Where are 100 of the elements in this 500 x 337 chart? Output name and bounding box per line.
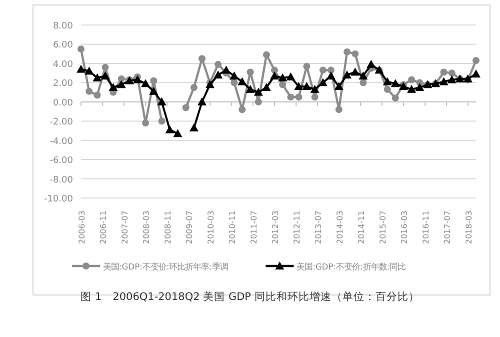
y-tick-label: 8.00 — [52, 22, 74, 32]
legend-label: 美国:GDP:不变价:环比折年率:季调 — [103, 262, 228, 272]
y-tick-label: -2.00 — [50, 118, 74, 128]
point — [303, 62, 310, 70]
point — [78, 46, 84, 53]
point — [440, 68, 448, 76]
point — [262, 82, 271, 91]
point — [86, 88, 93, 95]
x-tick-label: 2012-11 — [292, 210, 302, 244]
x-tick-label: 2015-07 — [378, 210, 388, 244]
point — [173, 129, 182, 138]
point — [407, 84, 416, 93]
point — [149, 86, 158, 95]
point — [214, 60, 222, 68]
point — [382, 77, 392, 86]
point — [254, 88, 263, 96]
text: 图 1 2006Q1-2018Q2 美国 GDP 同比和环比增速（单位：百分比） — [80, 290, 420, 303]
x-tick-label: 2007-07 — [120, 210, 130, 244]
point — [390, 79, 400, 88]
point — [132, 75, 142, 84]
y-tick-label: 4.00 — [52, 60, 74, 70]
point — [472, 70, 480, 78]
point — [360, 79, 367, 86]
point — [102, 64, 109, 71]
x-tick-label: 2010-11 — [228, 210, 238, 244]
point — [165, 125, 174, 134]
point — [222, 66, 231, 74]
point — [158, 118, 166, 125]
point — [310, 84, 320, 93]
point — [311, 94, 318, 101]
x-tick-label: 2010-03 — [206, 210, 216, 244]
point — [118, 75, 125, 82]
point — [327, 66, 334, 74]
x-tick-label: 2014-03 — [335, 210, 344, 244]
y-tick-label: -6.00 — [50, 156, 74, 166]
x-tick-label: 2006-11 — [99, 210, 108, 244]
point — [150, 77, 158, 84]
point — [344, 48, 351, 56]
point — [472, 57, 480, 64]
point — [319, 66, 326, 74]
point — [352, 50, 359, 58]
point — [189, 123, 198, 132]
point — [334, 82, 344, 90]
y-tick-label: 2.00 — [52, 79, 74, 90]
point — [342, 70, 352, 78]
point — [302, 82, 312, 90]
point — [84, 66, 94, 75]
x-tick-label: 2012-03 — [270, 210, 280, 244]
point — [286, 72, 296, 80]
point — [230, 79, 238, 86]
point — [415, 82, 424, 91]
point — [157, 97, 166, 106]
point — [447, 75, 456, 84]
point — [294, 82, 304, 90]
x-tick-label: 2011-07 — [249, 210, 258, 244]
point — [408, 76, 416, 84]
point — [246, 84, 255, 93]
point — [448, 70, 456, 77]
point — [270, 71, 279, 80]
y-tick-label: 6.00 — [52, 40, 74, 51]
point — [198, 55, 206, 62]
point — [141, 79, 150, 88]
x-tick-label: 2016-03 — [400, 210, 409, 244]
point — [238, 106, 246, 114]
point — [254, 98, 262, 106]
y-tick-label: -4.00 — [50, 136, 74, 147]
point — [76, 64, 86, 73]
x-tick-label: 2008-03 — [142, 210, 152, 244]
x-tick-label: 2018-03 — [464, 210, 474, 244]
point — [278, 73, 288, 82]
point — [279, 81, 286, 88]
x-tick-label: 2006-03 — [78, 210, 86, 244]
point — [439, 77, 448, 86]
x-tick-label: 2016-11 — [422, 210, 431, 244]
point — [198, 97, 207, 106]
point — [94, 92, 101, 99]
point — [350, 68, 360, 76]
point — [384, 86, 391, 93]
point — [270, 66, 278, 74]
x-tick-label: 2009-07 — [185, 210, 194, 244]
point — [318, 78, 328, 86]
point — [262, 51, 270, 58]
point — [326, 71, 336, 80]
y-tick-label: 0.00 — [52, 98, 74, 108]
point — [246, 68, 254, 76]
point — [335, 106, 342, 114]
x-tick-label: 2017-07 — [442, 210, 452, 244]
y-tick-label: -8.00 — [50, 175, 74, 186]
point — [116, 80, 126, 88]
x-tick-label: 2014-11 — [357, 210, 366, 244]
point — [238, 77, 247, 86]
point — [214, 70, 223, 78]
point — [287, 94, 294, 101]
point — [295, 94, 302, 101]
point — [142, 120, 150, 127]
x-tick-label: 2013-07 — [314, 210, 323, 244]
point — [182, 104, 190, 112]
point — [392, 94, 399, 102]
point — [358, 71, 368, 80]
point — [92, 73, 102, 82]
